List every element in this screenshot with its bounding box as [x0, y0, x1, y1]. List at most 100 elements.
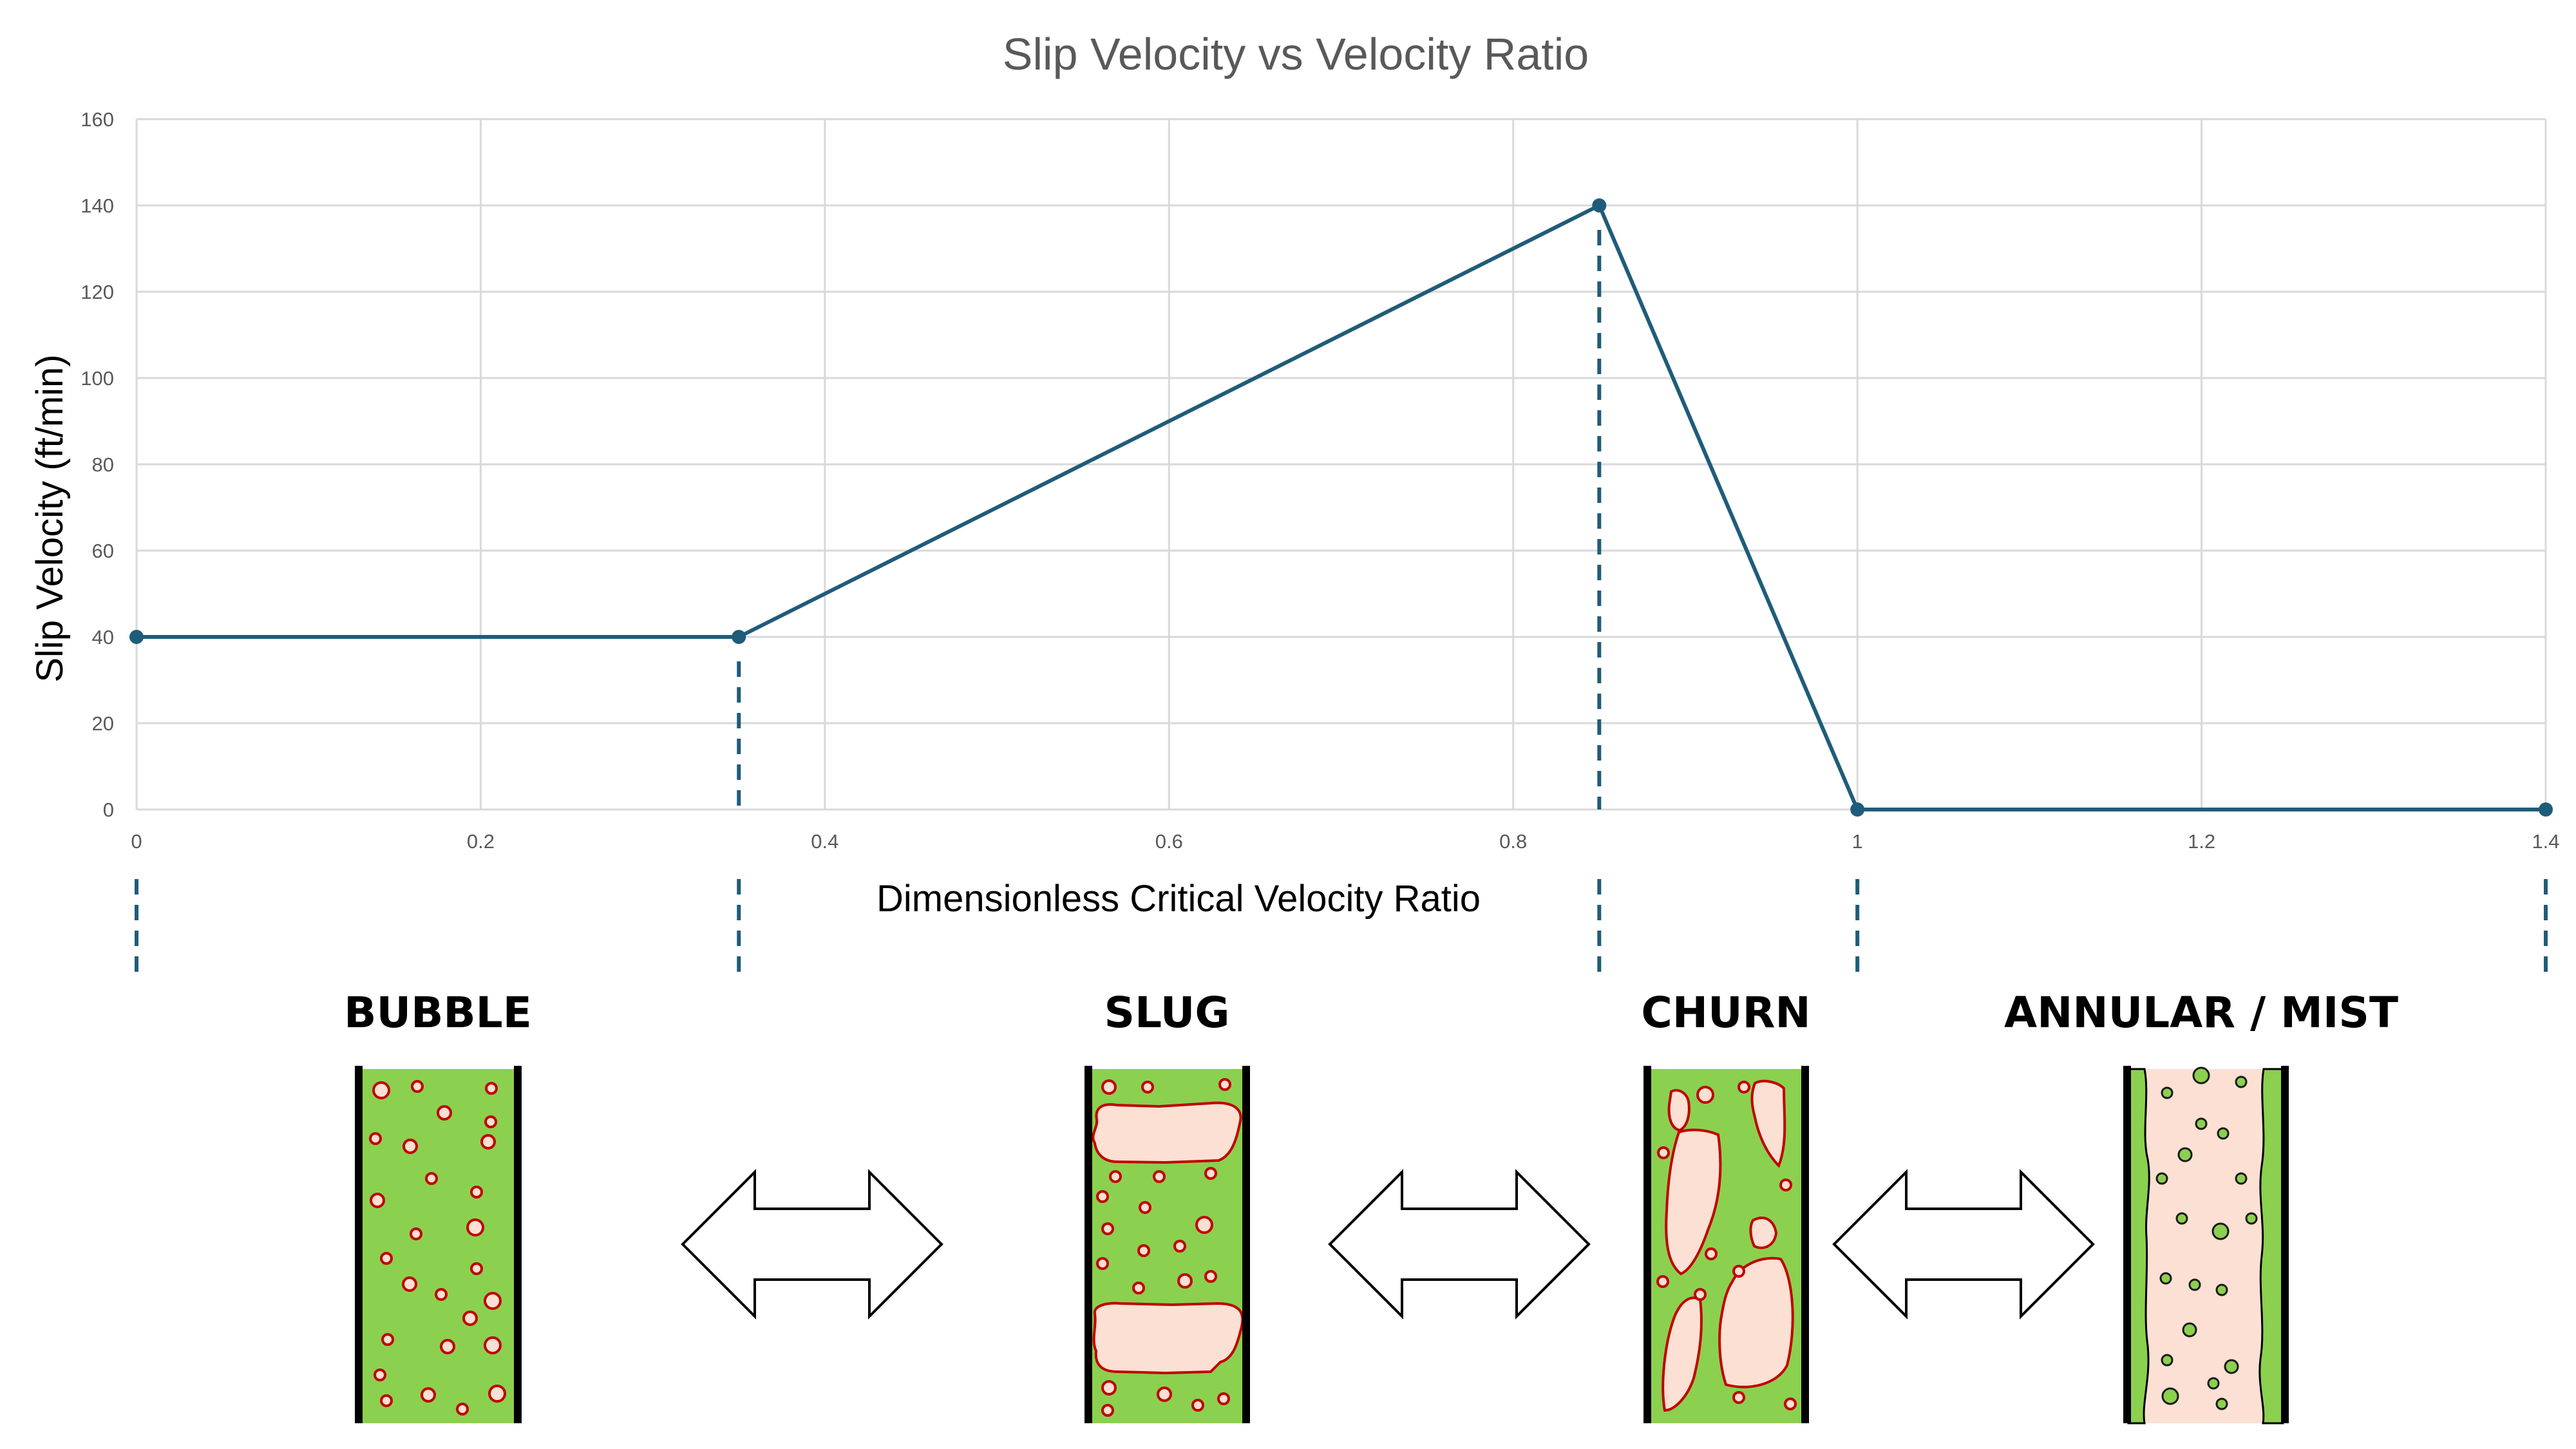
bubble: [2161, 1354, 2174, 1367]
bubble: [456, 1403, 469, 1416]
bubble: [410, 1227, 422, 1240]
bubble: [470, 1186, 483, 1198]
churn-gas-blob-1: [1665, 1128, 1722, 1276]
bubble: [1694, 1288, 1707, 1301]
bubble: [440, 1339, 455, 1354]
pipe-annular-mist-diagram: [2123, 1066, 2289, 1425]
bubble: [1109, 1170, 1122, 1183]
bubble: [1101, 1079, 1117, 1095]
x-tick-label: 0.2: [467, 830, 495, 853]
bubbles-bubble: [369, 1080, 506, 1416]
series-line: [137, 204, 2546, 811]
bubble: [466, 1218, 484, 1236]
bubble: [1204, 1167, 1217, 1180]
x-tick-label: 0.6: [1155, 830, 1183, 853]
data-point-0: [129, 630, 144, 644]
bubble: [1101, 1380, 1117, 1396]
x-tick-label: 0.4: [811, 830, 838, 853]
pipe-churn-diagram: [1643, 1066, 1809, 1423]
x-tick-label: 1.2: [2188, 830, 2215, 853]
bubble: [484, 1292, 502, 1310]
bubble: [1153, 1170, 1166, 1183]
bubble: [2215, 1283, 2228, 1296]
x-tick-label: 0: [131, 830, 142, 853]
y-tick-label: 40: [92, 626, 114, 649]
transition-arrow-bubble-slug: [681, 1169, 943, 1320]
bubble: [2177, 1147, 2193, 1162]
droplets-annular-mist: [2155, 1066, 2258, 1410]
regime-label-annular-mist: ANNULAR / MIST: [2004, 988, 2398, 1037]
bubble: [402, 1139, 418, 1154]
bubble: [1195, 1216, 1213, 1234]
y-tick-label: 160: [80, 108, 114, 131]
bubble: [425, 1172, 438, 1185]
bubble: [380, 1394, 393, 1407]
y-axis-label: Slip Velocity (ft/min): [29, 354, 71, 682]
bubble: [2224, 1359, 2239, 1374]
transition-arrow-churn-annular: [1832, 1169, 2095, 1320]
churn-gas-blob-4: [1749, 1217, 1778, 1249]
series-slip-velocity: [129, 198, 2553, 817]
tick-labels: 0 20 40 60 80 100 120 140 160 0 0.2 0.4 0.6 0.8 1 1.2 1.…: [80, 108, 2559, 853]
bubble: [1096, 1190, 1109, 1203]
bubble: [1139, 1201, 1151, 1214]
y-tick-label: 80: [92, 453, 114, 476]
bubble: [2211, 1222, 2230, 1240]
bubble: [1191, 1399, 1204, 1412]
regime-label-churn: CHURN: [1641, 988, 1810, 1037]
bubble: [484, 1115, 497, 1128]
pipe-bubble-diagram: [355, 1066, 522, 1423]
bubble: [402, 1276, 417, 1292]
churn-gas-blob-2: [1750, 1079, 1786, 1168]
bubble: [421, 1387, 436, 1403]
bubble: [1732, 1391, 1745, 1404]
bubble: [1101, 1404, 1114, 1417]
data-point-1: [732, 630, 746, 644]
bubble: [484, 1336, 502, 1354]
bubble: [2235, 1075, 2248, 1088]
bubble: [1204, 1270, 1217, 1283]
data-point-3: [1850, 802, 1865, 817]
slug-gas-pocket-bottom: [1092, 1302, 1244, 1375]
bubble: [462, 1311, 478, 1326]
churn-gas-blob-3: [1667, 1089, 1690, 1132]
transition-arrow-slug-churn: [1328, 1169, 1591, 1320]
chart-title: Slip Velocity vs Velocity Ratio: [1003, 29, 1589, 79]
bubble: [369, 1132, 382, 1145]
bubble: [1738, 1081, 1750, 1094]
x-tick-label: 1: [1852, 830, 1863, 853]
bubble: [1101, 1222, 1114, 1235]
bubble: [1132, 1282, 1145, 1294]
annular-left-film: [2127, 1068, 2150, 1425]
bubbles-churn: [1656, 1081, 1797, 1410]
bubble: [437, 1105, 452, 1121]
bubble: [1217, 1392, 1230, 1405]
bubble: [1784, 1397, 1797, 1410]
bubble: [2192, 1066, 2210, 1084]
regime-boundary-dashes: [135, 230, 2548, 972]
y-tick-label: 140: [80, 194, 114, 217]
y-tick-label: 100: [80, 367, 114, 390]
bubble: [372, 1081, 390, 1099]
bubble: [1177, 1273, 1193, 1289]
regime-label-bubble: BUBBLE: [344, 988, 532, 1037]
bubble: [1137, 1244, 1150, 1257]
gridlines: [135, 118, 2547, 811]
regime-label-slug: SLUG: [1104, 988, 1229, 1037]
bubble: [2159, 1272, 2172, 1285]
bubble: [1656, 1275, 1669, 1288]
bubble: [2155, 1172, 2168, 1185]
bubble: [380, 1252, 393, 1265]
x-axis-label: Dimensionless Critical Velocity Ratio: [876, 878, 1481, 920]
bubble: [1779, 1179, 1792, 1191]
bubble: [1096, 1257, 1109, 1270]
churn-gas-blob-5: [1718, 1256, 1794, 1388]
bubble: [2182, 1322, 2197, 1338]
bubble: [2161, 1387, 2179, 1405]
x-tick-label: 1.4: [2532, 830, 2559, 853]
bubble: [381, 1333, 394, 1346]
slug-gas-pocket-top: [1092, 1101, 1242, 1164]
bubble: [435, 1288, 448, 1301]
bubble: [2207, 1377, 2220, 1390]
bubble: [1657, 1146, 1670, 1159]
